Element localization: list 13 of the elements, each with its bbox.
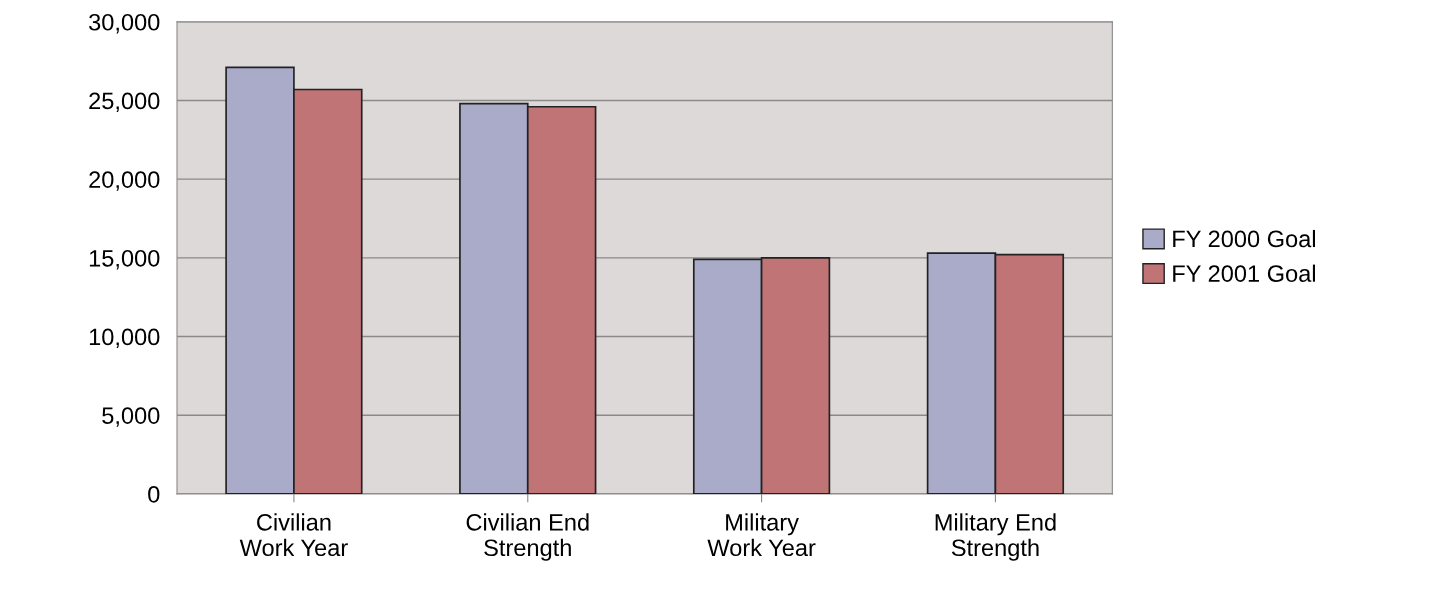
x-tick-label: Civilian Work Year (239, 513, 348, 557)
y-tick-label: 15,000 (89, 249, 160, 270)
x-tick-label: Military End Strength (935, 513, 1056, 561)
y-tick-label: 30,000 (89, 13, 160, 34)
x-tick-label: Military Work Year (707, 513, 816, 557)
y-tick-label: 25,000 (89, 92, 160, 113)
y-tick-label: 0 (148, 485, 160, 503)
legend-label: FY 2001 Goal (1173, 264, 1315, 282)
y-tick-label: 20,000 (89, 171, 160, 191)
y-tick-label: 10,000 (89, 328, 160, 349)
legend-label: FY 2000 Goal (1173, 229, 1315, 248)
x-tick-label: Civilian End Strength (466, 513, 589, 561)
y-tick-label: 5,000 (102, 407, 160, 427)
